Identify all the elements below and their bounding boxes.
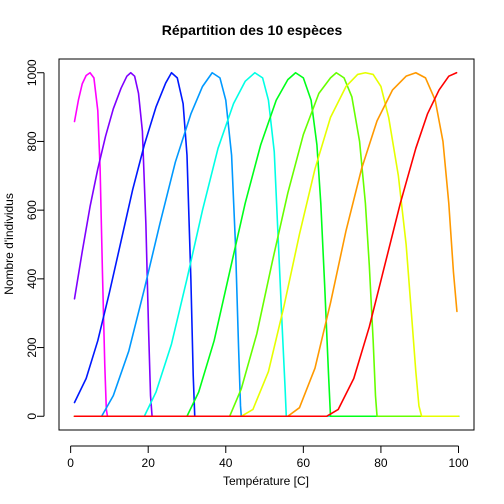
x-tick-label: 60	[297, 456, 311, 470]
series-line-6	[73, 71, 460, 418]
series-line-10	[73, 71, 458, 418]
series-line-9	[73, 71, 458, 418]
x-tick-label: 40	[219, 456, 233, 470]
x-axis: 0 20 40 60 80 100	[67, 445, 469, 470]
series-line-7	[73, 71, 460, 418]
y-tick-label: 600	[25, 200, 39, 220]
x-tick-label: 80	[374, 456, 388, 470]
y-axis: 0 200 400 600 800 1000	[25, 59, 45, 420]
series-layer	[73, 71, 460, 418]
y-tick-label: 800	[25, 131, 39, 151]
y-tick-label: 0	[25, 413, 39, 420]
y-tick-label: 200	[25, 337, 39, 357]
series-line-4	[73, 71, 460, 418]
x-tick-label: 100	[448, 456, 468, 470]
y-tick-label: 400	[25, 269, 39, 289]
series-line-2	[73, 71, 460, 418]
series-line-1	[73, 71, 460, 418]
series-line-3	[73, 71, 460, 418]
x-tick-label: 20	[142, 456, 156, 470]
chart-title: Répartition des 10 espèces	[162, 22, 343, 38]
series-line-5	[73, 71, 460, 418]
plot-frame	[58, 58, 475, 431]
x-axis-label: Température [C]	[223, 474, 309, 488]
x-tick-label: 0	[67, 456, 74, 470]
series-line-8	[73, 71, 460, 418]
y-axis-label: Nombre d'individus	[2, 193, 16, 295]
y-tick-label: 1000	[25, 59, 39, 86]
